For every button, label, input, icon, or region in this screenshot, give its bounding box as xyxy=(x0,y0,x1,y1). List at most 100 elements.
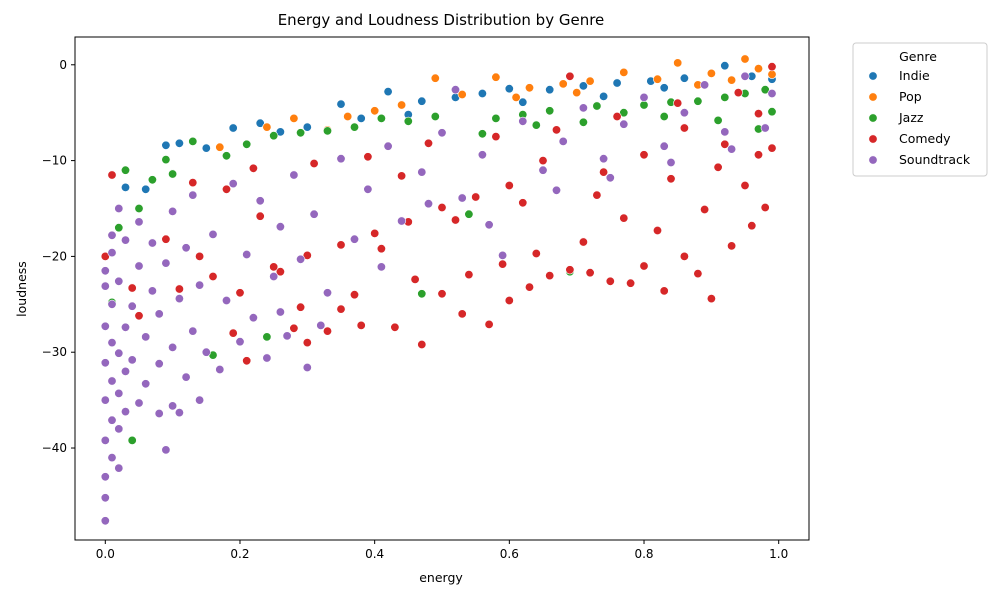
data-point xyxy=(450,215,460,225)
data-point xyxy=(518,116,528,126)
data-point xyxy=(693,96,703,106)
legend-item-soundtrack: Soundtrack xyxy=(868,152,971,167)
data-point xyxy=(417,289,427,299)
data-point xyxy=(356,113,366,123)
data-point xyxy=(296,128,306,138)
data-point xyxy=(174,284,184,294)
data-point xyxy=(471,192,481,202)
data-point xyxy=(100,516,110,526)
x-tick-label: 0.2 xyxy=(230,547,249,561)
x-tick-label: 0.6 xyxy=(500,547,519,561)
data-point xyxy=(652,74,662,84)
data-point xyxy=(639,150,649,160)
data-point xyxy=(760,85,770,95)
data-point xyxy=(255,118,265,128)
data-point xyxy=(275,307,285,317)
data-point xyxy=(605,173,615,183)
data-point xyxy=(248,163,258,173)
data-point xyxy=(700,205,710,215)
y-tick-label: −10 xyxy=(42,154,67,168)
data-point xyxy=(531,249,541,259)
data-point xyxy=(302,338,312,348)
data-point xyxy=(464,209,474,219)
y-tick-label: −20 xyxy=(42,249,67,263)
data-point xyxy=(740,54,750,64)
data-point xyxy=(349,234,359,244)
data-point xyxy=(679,123,689,133)
x-tick-label: 0.8 xyxy=(634,547,653,561)
data-point xyxy=(585,268,595,278)
data-point xyxy=(262,332,272,342)
data-point xyxy=(188,326,198,336)
data-point xyxy=(504,84,514,94)
data-point xyxy=(457,193,467,203)
legend-item-pop: Pop xyxy=(868,89,922,104)
data-point xyxy=(100,493,110,503)
data-point xyxy=(551,185,561,195)
legend-frame xyxy=(852,42,988,177)
data-point xyxy=(107,376,117,386)
legend-label: Pop xyxy=(899,89,922,104)
series-jazz xyxy=(107,85,777,445)
data-point xyxy=(296,302,306,312)
data-point xyxy=(100,472,110,482)
data-point xyxy=(275,267,285,277)
data-point xyxy=(740,181,750,191)
data-point xyxy=(302,362,312,372)
data-point xyxy=(457,90,467,100)
data-point xyxy=(767,69,777,79)
data-point xyxy=(430,112,440,122)
data-point xyxy=(484,319,494,329)
data-point xyxy=(215,364,225,374)
series-comedy xyxy=(100,62,777,366)
data-point xyxy=(390,322,400,332)
data-point xyxy=(168,342,178,352)
data-point xyxy=(484,220,494,230)
data-point xyxy=(767,107,777,117)
data-point xyxy=(457,309,467,319)
data-point xyxy=(659,141,669,151)
data-point xyxy=(147,175,157,185)
data-point xyxy=(242,250,252,260)
legend-item-indie: Indie xyxy=(868,68,930,83)
data-point xyxy=(693,269,703,279)
data-point xyxy=(437,128,447,138)
y-tick-label: −40 xyxy=(42,441,67,455)
data-point xyxy=(121,366,131,376)
data-point xyxy=(255,211,265,221)
legend-marker xyxy=(868,155,878,165)
data-point xyxy=(174,138,184,148)
data-point xyxy=(343,112,353,122)
data-point xyxy=(450,85,460,95)
x-axis-label: energy xyxy=(419,570,463,585)
legend: Genre Indie Pop Jazz Comedy Soundtrack xyxy=(852,42,988,177)
data-point xyxy=(545,271,555,281)
legend-label: Comedy xyxy=(899,131,951,146)
data-point xyxy=(134,204,144,214)
data-point xyxy=(538,156,548,166)
data-point xyxy=(673,58,683,68)
data-point xyxy=(188,190,198,200)
data-point xyxy=(147,238,157,248)
data-point xyxy=(349,290,359,300)
data-point xyxy=(161,140,171,150)
data-point xyxy=(605,276,615,286)
data-point xyxy=(518,97,528,107)
data-point xyxy=(134,311,144,321)
legend-item-jazz: Jazz xyxy=(868,110,924,125)
data-point xyxy=(498,259,508,269)
legend-item-comedy: Comedy xyxy=(868,131,951,146)
x-tick-label: 0.0 xyxy=(96,547,115,561)
data-point xyxy=(100,321,110,331)
data-point xyxy=(363,152,373,162)
data-point xyxy=(659,83,669,93)
data-point xyxy=(767,89,777,99)
data-point xyxy=(417,339,427,349)
data-point xyxy=(114,348,124,358)
data-point xyxy=(417,96,427,106)
data-point xyxy=(107,338,117,348)
data-point xyxy=(477,89,487,99)
data-point xyxy=(215,142,225,152)
data-point xyxy=(524,83,534,93)
data-point xyxy=(538,165,548,175)
